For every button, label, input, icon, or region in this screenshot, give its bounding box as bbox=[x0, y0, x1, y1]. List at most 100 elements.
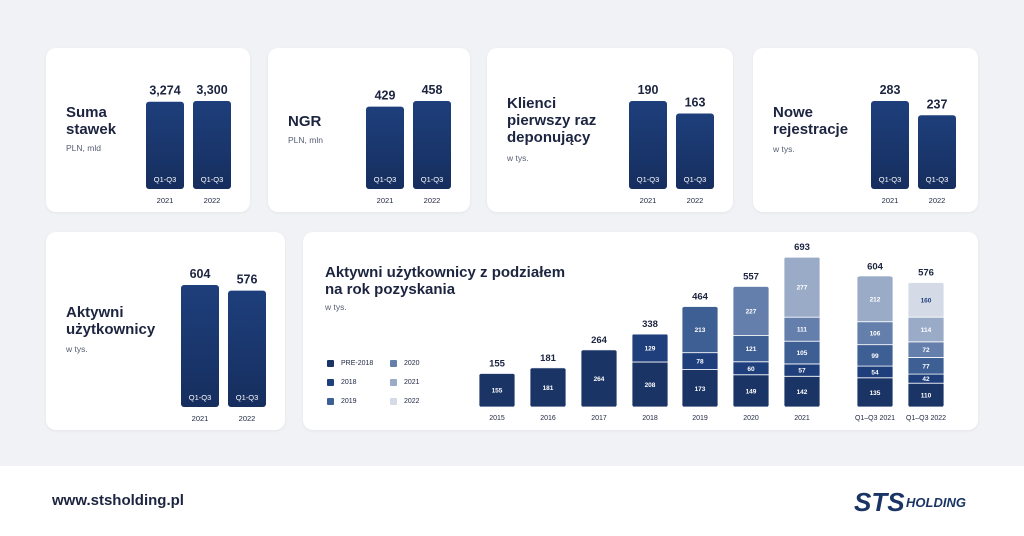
bar bbox=[413, 101, 451, 189]
card-title: Klienci pierwszy raz deponujący bbox=[507, 95, 597, 146]
bar-category-label: 2022 bbox=[204, 196, 221, 205]
legend-item: 2018 bbox=[327, 379, 357, 386]
segment-value-label: 78 bbox=[696, 359, 704, 366]
legend-item: 2021 bbox=[390, 379, 420, 386]
legend-swatch bbox=[327, 360, 334, 367]
bar-total-label: 576 bbox=[918, 267, 934, 278]
card-title: Suma stawek bbox=[66, 104, 117, 138]
stacked-bar bbox=[908, 282, 944, 407]
bar-period-label: Q1-Q3 bbox=[421, 175, 444, 184]
bar bbox=[228, 290, 266, 407]
legend-label: 2022 bbox=[404, 398, 420, 405]
bar-segment bbox=[857, 276, 893, 323]
bar-segment bbox=[857, 377, 893, 407]
bar-category-label: 2021 bbox=[192, 414, 209, 423]
segment-value-label: 227 bbox=[746, 309, 757, 316]
legend-item: 2019 bbox=[327, 398, 357, 405]
card-title: NGR bbox=[288, 113, 322, 130]
segment-value-label: 42 bbox=[922, 376, 930, 383]
bar bbox=[146, 101, 184, 189]
stacked-bar bbox=[479, 373, 515, 407]
bar-category-label: Q1–Q3 2022 bbox=[906, 415, 946, 422]
bar-value-label: 576 bbox=[237, 273, 258, 287]
legend-label: 2021 bbox=[404, 379, 420, 386]
segment-value-label: 111 bbox=[797, 327, 808, 334]
bar-category-label: 2022 bbox=[424, 196, 441, 205]
card-aktywni: Aktywni użytkownicy w tys. 604 Q1-Q3 2021 5… bbox=[46, 232, 285, 430]
card-nowe-rejestracje: Nowe rejestracje w tys. 283 Q1-Q3 2021 237 Q… bbox=[753, 48, 978, 212]
bar-value-label: 190 bbox=[638, 83, 659, 97]
bar-segment bbox=[908, 282, 944, 318]
stacked-chart-subtitle: w tys. bbox=[325, 302, 347, 312]
bar bbox=[366, 106, 404, 189]
segment-value-label: 114 bbox=[921, 327, 932, 334]
bar-period-label: Q1-Q3 bbox=[189, 393, 212, 402]
bar bbox=[629, 101, 667, 189]
bar-value-label: 237 bbox=[927, 97, 948, 111]
card-subtitle: w tys. bbox=[66, 344, 88, 354]
segment-value-label: 106 bbox=[870, 331, 881, 338]
legend-swatch bbox=[390, 379, 397, 386]
footer-url-link[interactable]: www.stsholding.pl bbox=[52, 492, 184, 509]
segment-value-label: 155 bbox=[492, 388, 503, 395]
bar-value-label: 458 bbox=[422, 83, 443, 97]
bar-category-label: 2018 bbox=[642, 415, 658, 422]
bar-segment bbox=[733, 335, 769, 363]
bar-category-label: 2016 bbox=[540, 415, 556, 422]
bar-category-label: 2020 bbox=[743, 415, 759, 422]
stacked-bar-chart: 155 155 2015 181 181 2016 264 264 2017 208 129 338 2… bbox=[479, 242, 946, 422]
stacked-bar bbox=[632, 333, 668, 407]
bar-period-label: Q1-Q3 bbox=[879, 175, 902, 184]
bar-value-label: 3,300 bbox=[196, 83, 227, 97]
bar bbox=[918, 115, 956, 189]
bar-segment bbox=[733, 286, 769, 336]
bar-period-label: Q1-Q3 bbox=[201, 175, 224, 184]
bar-period-label: Q1-Q3 bbox=[637, 175, 660, 184]
card-subtitle: PLN, mld bbox=[66, 143, 101, 153]
bar-segment bbox=[530, 367, 566, 407]
logo-svg: STS HOLDING bbox=[854, 487, 966, 517]
card-subtitle: w tys. bbox=[773, 144, 795, 154]
segment-value-label: 129 bbox=[645, 346, 656, 353]
bar-chart-klienci: 190 Q1-Q3 2021 163 Q1-Q3 2022 bbox=[629, 83, 714, 205]
legend-item: PRE-2018 bbox=[327, 360, 373, 367]
bar-category-label: 2015 bbox=[489, 415, 505, 422]
bar-value-label: 163 bbox=[685, 96, 706, 110]
legend-label: 2019 bbox=[341, 398, 357, 405]
stacked-chart-title: Aktywni użytkownicy z podziałem na rok p… bbox=[325, 264, 566, 298]
segment-value-label: 135 bbox=[870, 390, 881, 397]
bar-segment bbox=[479, 373, 515, 407]
legend-swatch bbox=[390, 360, 397, 367]
bar-period-label: Q1-Q3 bbox=[374, 175, 397, 184]
card-title: Nowe rejestracje bbox=[773, 104, 849, 138]
bar bbox=[676, 113, 714, 189]
bar-total-label: 557 bbox=[743, 271, 759, 282]
segment-value-label: 160 bbox=[921, 297, 932, 304]
segment-value-label: 149 bbox=[746, 388, 757, 395]
stacked-bar bbox=[581, 349, 617, 407]
bar-value-label: 604 bbox=[190, 267, 211, 281]
stacked-bar bbox=[682, 306, 718, 407]
legend-swatch bbox=[327, 398, 334, 405]
legend: PRE-2018 2018 2019 2020 2021 2022 bbox=[327, 360, 447, 410]
legend-label: 2020 bbox=[404, 360, 420, 367]
legend-swatch bbox=[390, 398, 397, 405]
segment-value-label: 264 bbox=[594, 376, 605, 383]
bar-total-label: 464 bbox=[692, 292, 709, 303]
segment-value-label: 57 bbox=[798, 368, 806, 375]
bar-segment bbox=[581, 349, 617, 407]
legend-label: PRE-2018 bbox=[341, 360, 374, 367]
segment-value-label: 277 bbox=[797, 285, 808, 292]
segment-value-label: 77 bbox=[922, 363, 930, 370]
card-ngr: NGR PLN, mln 429 Q1-Q3 2021 458 Q1-Q3 2022 bbox=[268, 48, 470, 212]
bar-chart-suma-stawek: 3,274 Q1-Q3 2021 3,300 Q1-Q3 2022 bbox=[146, 83, 231, 205]
bar bbox=[193, 101, 231, 189]
logo-sub-text: HOLDING bbox=[906, 495, 966, 510]
bar-period-label: Q1-Q3 bbox=[926, 175, 949, 184]
segment-value-label: 181 bbox=[543, 385, 554, 392]
bar-segment bbox=[632, 361, 668, 407]
legend-label: 2018 bbox=[341, 379, 357, 386]
footer: www.stsholding.pl STS HOLDING bbox=[0, 466, 1024, 536]
bar-category-label: 2021 bbox=[377, 196, 394, 205]
segment-value-label: 213 bbox=[695, 327, 706, 334]
